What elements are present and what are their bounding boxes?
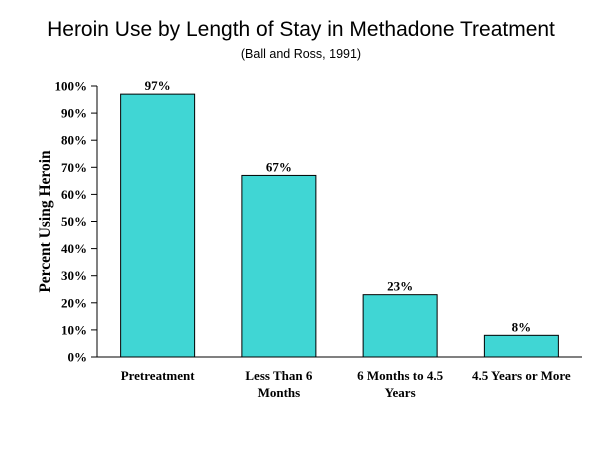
bar — [241, 174, 317, 358]
bars: 97% 67% 23% 8% — [120, 78, 559, 358]
y-tick-label: 30% — [61, 268, 87, 283]
y-tick-label: 40% — [61, 241, 87, 256]
x-tick-label: Pretreatment — [121, 368, 196, 383]
y-axis-label-group: Percent Using Heroin — [37, 150, 54, 293]
y-tick-label: 50% — [61, 214, 87, 229]
data-label: 23% — [387, 279, 413, 294]
y-tick-label: 60% — [61, 187, 87, 202]
x-tick-labels: Pretreatment Less Than 6 Months 6 Months to… — [121, 368, 571, 400]
y-tick-label: 100% — [55, 79, 88, 94]
y-ticks: 0% 10% 20% 30% 40% 50% 60% 70% 80% 90% 100% — [55, 79, 97, 365]
bar — [362, 294, 438, 358]
x-tick-label: 6 Months to 4.5 Years — [357, 368, 443, 400]
data-label: 67% — [266, 159, 292, 174]
y-tick-label: 70% — [61, 160, 87, 175]
y-tick-label: 80% — [61, 133, 87, 148]
y-tick-label: 90% — [61, 106, 87, 121]
y-tick-label: 10% — [61, 322, 87, 337]
data-label: 8% — [512, 319, 532, 334]
y-tick-label: 0% — [68, 350, 88, 365]
y-axis-label: Percent Using Heroin — [37, 150, 54, 293]
y-tick-label: 20% — [61, 295, 87, 310]
bar — [483, 334, 559, 358]
chart-title: Heroin Use by Length of Stay in Methadon… — [47, 18, 555, 41]
axes — [96, 86, 582, 358]
x-tick-label: Less Than 6 Months — [245, 368, 312, 400]
x-tick-label: 4.5 Years or More — [472, 368, 571, 383]
data-label: 97% — [145, 78, 171, 93]
chart-subtitle: (Ball and Ross, 1991) — [240, 47, 362, 61]
bar — [120, 93, 196, 358]
